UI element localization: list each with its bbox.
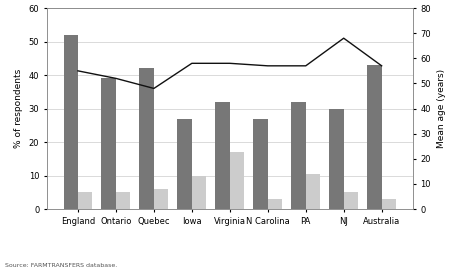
Bar	[230, 152, 244, 209]
Bar	[177, 118, 192, 209]
Bar	[78, 192, 92, 209]
Bar	[291, 102, 306, 209]
Y-axis label: % of respondents: % of respondents	[14, 69, 23, 148]
Bar	[63, 35, 78, 209]
Y-axis label: Mean age (years): Mean age (years)	[437, 69, 446, 148]
Bar	[101, 78, 116, 209]
Bar	[154, 189, 168, 209]
Bar	[306, 174, 320, 209]
Bar	[139, 68, 154, 209]
Bar	[253, 118, 268, 209]
Bar	[116, 192, 130, 209]
Bar	[382, 199, 396, 209]
Text: Source: FARMTRANSFERS database.: Source: FARMTRANSFERS database.	[5, 263, 117, 268]
Bar	[367, 65, 382, 209]
Bar	[192, 176, 206, 209]
Bar	[215, 102, 230, 209]
Bar	[268, 199, 282, 209]
Bar	[344, 192, 358, 209]
Bar	[329, 109, 344, 209]
